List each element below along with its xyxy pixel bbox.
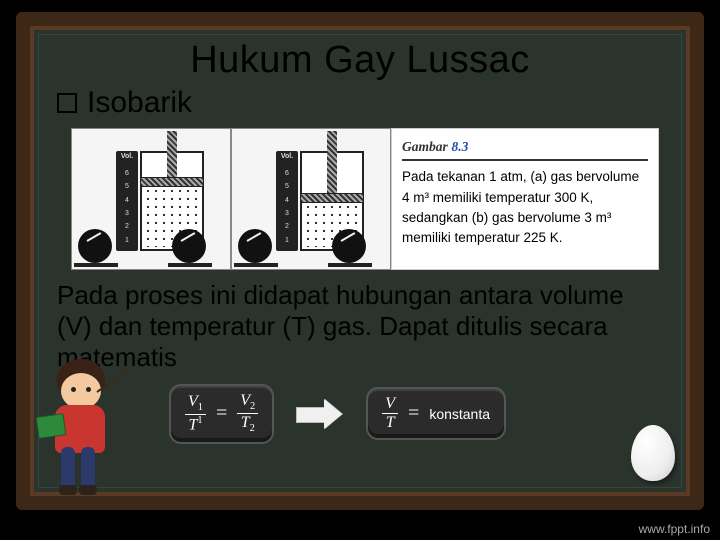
piston-rod-a [167, 131, 177, 177]
scale-mark: 6 [118, 170, 136, 177]
arrow-icon [296, 399, 344, 429]
caption-text: Pada tekanan 1 atm, (a) gas bervolume 4 … [402, 167, 648, 248]
scale-label: Vol. [118, 153, 136, 160]
scale-mark: 6 [278, 170, 296, 177]
scale-mark: 5 [278, 183, 296, 190]
board-inner: Hukum Gay Lussac Isobarik Vol. 6 5 4 3 2 1 [38, 34, 682, 488]
gauge-icon [78, 229, 112, 263]
stand-icon [234, 263, 278, 267]
scale-label: Vol. [278, 153, 296, 160]
equals-sign: = [408, 402, 419, 425]
equation-row: V1 T1 = V2 T2 V T = konstanta [169, 384, 681, 444]
fraction-2: V2 T2 [237, 392, 258, 436]
egg-decoration [631, 425, 675, 481]
piston-a [140, 177, 204, 187]
volume-scale-b: Vol. 6 5 4 3 2 1 [276, 151, 298, 251]
volume-scale-a: Vol. 6 5 4 3 2 1 [116, 151, 138, 251]
checkbox-icon [57, 93, 77, 113]
scale-mark: 3 [278, 210, 296, 217]
bullet-text: Isobarik [87, 86, 192, 120]
scale-mark: 3 [118, 210, 136, 217]
scale-mark: 4 [278, 197, 296, 204]
chalkboard-frame: Hukum Gay Lussac Isobarik Vol. 6 5 4 3 2 1 [16, 12, 704, 510]
equation-box-2: V T = konstanta [366, 387, 506, 440]
scale-mark: 2 [278, 223, 296, 230]
diagram-pair: Vol. 6 5 4 3 2 1 Vol. 6 5 [71, 128, 391, 270]
caption-head: Gambar 8.3 [402, 137, 648, 157]
equals-sign: = [216, 402, 227, 425]
scale-mark: 5 [118, 183, 136, 190]
scale-marks-a: 6 5 4 3 2 1 [118, 167, 136, 247]
slide-title: Hukum Gay Lussac [39, 39, 681, 82]
caption-rule [402, 159, 648, 161]
fraction-1: V1 T1 [185, 393, 206, 435]
piston-rod-b [327, 131, 337, 193]
gauge-icon [332, 229, 366, 263]
piston-b [300, 193, 364, 203]
scale-mark: 2 [118, 223, 136, 230]
stand-icon [74, 263, 118, 267]
scale-mark: 1 [118, 237, 136, 244]
stand-icon [328, 263, 372, 267]
diagram-b: Vol. 6 5 4 3 2 1 [231, 128, 391, 270]
body-text: Pada proses ini didapat hubungan antara … [57, 280, 663, 374]
gauge-icon [172, 229, 206, 263]
stand-icon [168, 263, 212, 267]
figures-row: Vol. 6 5 4 3 2 1 Vol. 6 5 [71, 128, 681, 270]
diagram-a: Vol. 6 5 4 3 2 1 [71, 128, 231, 270]
caption-head-dark: Gambar [402, 139, 448, 154]
konstanta-label: konstanta [429, 406, 490, 422]
gauge-icon [238, 229, 272, 263]
bullet-row: Isobarik [57, 86, 681, 120]
scale-mark: 4 [118, 197, 136, 204]
scale-mark: 1 [278, 237, 296, 244]
caption-head-blue: 8.3 [452, 139, 469, 154]
fraction-vt: V T [382, 395, 398, 432]
equation-box-1: V1 T1 = V2 T2 [169, 384, 274, 444]
figure-caption: Gambar 8.3 Pada tekanan 1 atm, (a) gas b… [391, 128, 659, 270]
scale-marks-b: 6 5 4 3 2 1 [278, 167, 296, 247]
kid-illustration [31, 353, 123, 493]
footer-link[interactable]: www.fppt.info [639, 522, 710, 536]
